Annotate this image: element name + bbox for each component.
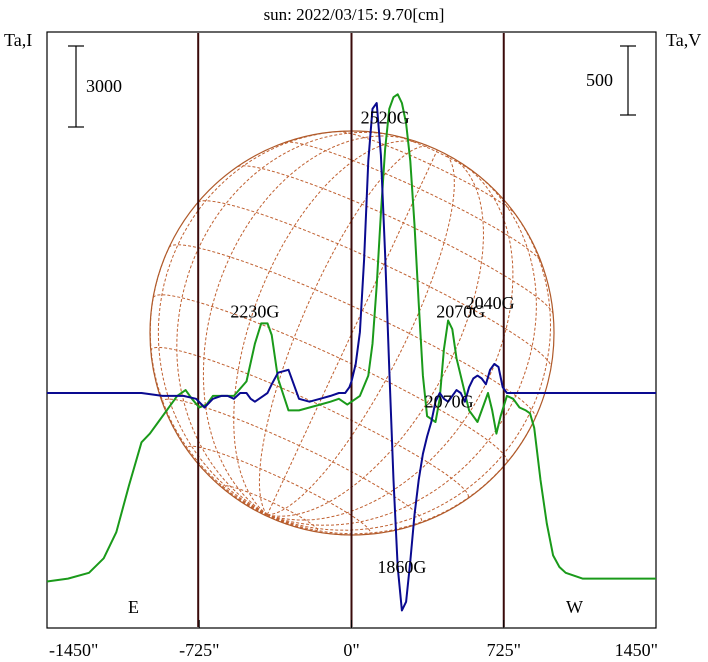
series-group [46,93,656,612]
left-scale-bar [68,45,84,128]
longitude-line [267,153,455,516]
x-axis: -1450" -725" 0" 725" 1450" [46,620,658,660]
latitude-line [237,165,554,314]
longitude-line [202,135,410,516]
x-tick-label: 0" [343,640,359,660]
longitude-line [157,130,349,516]
longitude-line [258,145,430,516]
right-axis-label: Ta,V [666,30,701,50]
field-annotation: 2070G [436,302,485,322]
longitude-line [267,418,536,535]
west-label: W [566,597,583,617]
x-tick-label: -725" [179,640,219,660]
longitude-line [267,156,485,517]
right-scale-bar [620,45,636,116]
left-scale-label: 3000 [86,76,122,96]
field-annotation: 2520G [361,107,410,127]
latitude-line [285,141,542,262]
solar-disk-grid [149,130,555,536]
latitude-line [338,131,516,215]
latitude-line [197,200,552,368]
chart-title: sun: 2022/03/15: 9.70[cm] [264,5,445,24]
latitude-line [150,346,469,500]
field-annotation: 2230G [230,302,279,322]
longitude-line [233,140,423,516]
left-axis-label: Ta,I [4,30,32,50]
latitude-line [161,398,423,524]
latitude-line [186,445,371,535]
x-tick-label: 725" [487,640,521,660]
east-label: E [128,597,139,617]
longitude-line [267,173,537,526]
x-tick-label: -1450" [49,640,98,660]
right-scale-label: 500 [586,70,613,90]
limb-lines [197,33,505,627]
field-annotation: 2070G [425,392,474,412]
x-tick-label: 1450" [615,640,658,660]
longitude-line [266,149,438,515]
field-annotation: 2040G [466,293,515,313]
longitude-line [149,247,268,516]
longitude-line [267,205,552,531]
series-line-2 [47,102,656,612]
field-annotation: 1860G [377,557,426,577]
longitude-line [267,164,514,521]
longitude-line [176,131,395,516]
